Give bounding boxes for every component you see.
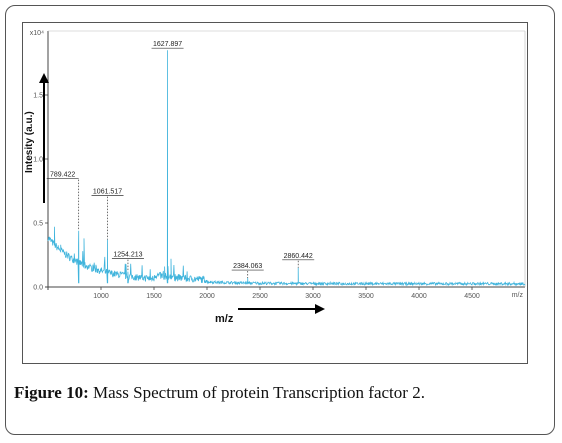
x-tick-label: 4500 [464,293,480,300]
x-tick-label: 3000 [305,293,321,300]
chart-panel: 0.0 0.5 1.0 1.5 x10⁴ 1000 1500 2000 2500 3000 3500… [22,22,528,364]
mass-spectrum-chart: 0.0 0.5 1.0 1.5 x10⁴ 1000 1500 2000 2500 3000 3500… [24,30,526,325]
figure-frame [5,5,555,435]
peak-label: 1254.213 [113,252,142,259]
x-tick-label: 1500 [146,293,162,300]
peak-label: 2860.442 [284,253,313,260]
y-exponent-label: x10⁴ [30,30,44,37]
spectrum-trace [47,50,526,287]
x-unit-label: m/z [512,292,524,299]
y-tick-label: 0.5 [33,221,43,228]
x-tick-label: 2000 [199,293,215,300]
y-tick-label: 0.0 [33,285,43,292]
peak-label: 2384.063 [233,263,262,270]
figure-caption: Figure 10: Mass Spectrum of protein Tran… [14,383,425,403]
x-tick-label: 3500 [358,293,374,300]
caption-label: Figure 10: [14,383,89,402]
x-tick-label: 2500 [252,293,268,300]
peak-label: 1627.897 [153,41,182,48]
x-tick-label: 4000 [411,293,427,300]
x-tick-label: 1000 [93,293,109,300]
caption-text: Mass Spectrum of protein Transcription f… [88,383,425,402]
y-axis-title: Intesity (a.u.) [24,111,35,173]
y-tick-label: 1.0 [33,157,43,164]
x-axis-arrow-head [315,304,325,314]
y-tick-label: 1.5 [33,93,43,100]
x-axis-title: m/z [215,313,234,325]
y-axis-arrow-head [39,73,49,83]
peak-label: 789.422 [50,172,75,179]
peak-label: 1061.517 [93,189,122,196]
